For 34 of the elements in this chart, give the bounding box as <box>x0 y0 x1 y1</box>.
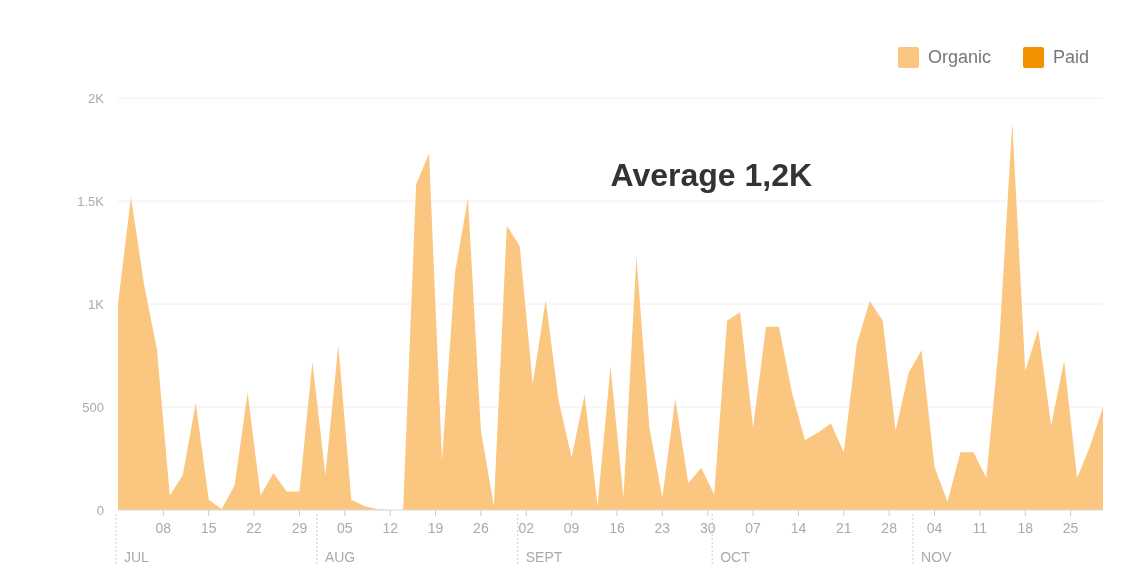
x-tick-label: 21 <box>836 520 852 536</box>
y-tick-label: 1K <box>88 296 105 312</box>
x-tick-label: 19 <box>427 520 444 536</box>
x-tick-label: 15 <box>200 520 217 536</box>
x-tick-label: 09 <box>563 520 580 536</box>
x-tick-label: 11 <box>972 520 988 536</box>
x-tick-label: 22 <box>246 520 263 536</box>
text: AUG <box>324 549 356 565</box>
x-tick-label: 08 <box>155 520 172 536</box>
legend-label: Paid <box>1053 47 1090 67</box>
x-tick-label: 30 <box>699 520 716 536</box>
text: OCT <box>720 549 751 565</box>
x-tick-label: 07 <box>745 520 762 536</box>
annotation: Average 1,2K <box>610 157 813 193</box>
x-tick-label: 14 <box>790 520 807 536</box>
y-tick-label: 0 <box>96 502 104 518</box>
x-tick-label: 05 <box>337 520 353 536</box>
x-tick-label: 25 <box>1062 520 1079 536</box>
legend-label: Organic <box>928 47 992 67</box>
y-tick-label: 500 <box>82 399 104 415</box>
text: SEPT <box>525 549 563 565</box>
y-tick-label: 2K <box>88 90 105 106</box>
x-tick-label: 18 <box>1017 520 1034 536</box>
x-tick-label: 12 <box>382 520 399 536</box>
text: NOV <box>921 549 953 565</box>
x-tick-label: 04 <box>926 520 943 536</box>
x-tick-label: 28 <box>881 520 898 536</box>
x-tick-label: 29 <box>291 520 308 536</box>
text: JUL <box>124 549 150 565</box>
y-tick-label: 1.5K <box>77 193 105 209</box>
x-tick-label: 26 <box>473 520 489 536</box>
x-tick-label: 16 <box>609 520 625 536</box>
x-tick-label: 23 <box>654 520 671 536</box>
x-tick-label: 02 <box>518 520 535 536</box>
